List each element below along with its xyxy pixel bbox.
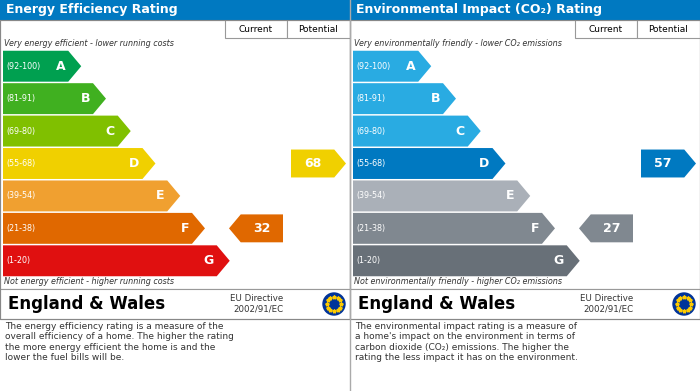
Text: C: C [106,125,115,138]
Text: Very environmentally friendly - lower CO₂ emissions: Very environmentally friendly - lower CO… [354,39,562,48]
Polygon shape [353,116,481,147]
Polygon shape [353,83,456,114]
Text: The environmental impact rating is a measure of
a home's impact on the environme: The environmental impact rating is a mea… [355,322,578,362]
Text: (39-54): (39-54) [356,192,385,201]
Text: The energy efficiency rating is a measure of the
overall efficiency of a home. T: The energy efficiency rating is a measur… [5,322,234,362]
Polygon shape [3,213,205,244]
Text: C: C [456,125,465,138]
Text: Potential: Potential [649,25,688,34]
Text: Very energy efficient - lower running costs: Very energy efficient - lower running co… [4,39,174,48]
Bar [0,20,350,289]
Text: E: E [505,189,514,203]
Text: (55-68): (55-68) [6,159,35,168]
Bar [350,20,700,319]
Text: 57: 57 [654,157,671,170]
Text: (92-100): (92-100) [356,62,391,71]
Bar [0,0,350,20]
Text: F: F [531,222,539,235]
Text: (69-80): (69-80) [356,127,385,136]
Text: (92-100): (92-100) [6,62,41,71]
Text: (55-68): (55-68) [356,159,385,168]
Text: E: E [155,189,164,203]
Text: England & Wales: England & Wales [8,295,165,313]
Text: (21-38): (21-38) [6,224,35,233]
Polygon shape [3,181,180,212]
Circle shape [673,293,695,315]
Text: (69-80): (69-80) [6,127,35,136]
Text: A: A [405,60,415,73]
Text: Current: Current [589,25,623,34]
Polygon shape [353,148,505,179]
Text: Energy Efficiency Rating: Energy Efficiency Rating [6,4,178,16]
Text: Not energy efficient - higher running costs: Not energy efficient - higher running co… [4,277,174,286]
Polygon shape [3,245,230,276]
Bar [637,20,700,38]
Text: D: D [130,157,139,170]
Polygon shape [291,149,346,178]
Bar [350,0,700,20]
Text: (81-91): (81-91) [356,94,385,103]
Text: 27: 27 [603,222,621,235]
Polygon shape [353,181,530,212]
Polygon shape [353,213,555,244]
Text: A: A [55,60,65,73]
Polygon shape [3,148,155,179]
Text: G: G [204,254,214,267]
Bar [575,20,637,38]
Polygon shape [3,51,81,82]
Bar [0,289,350,319]
Text: (1-20): (1-20) [6,256,30,265]
Bar [0,20,350,319]
Text: B: B [430,92,440,105]
Text: (1-20): (1-20) [356,256,380,265]
Text: Not environmentally friendly - higher CO₂ emissions: Not environmentally friendly - higher CO… [354,277,562,286]
Text: (21-38): (21-38) [356,224,385,233]
Bar [350,20,700,289]
Polygon shape [353,51,431,82]
Text: B: B [80,92,90,105]
Polygon shape [229,214,283,242]
Text: Potential: Potential [299,25,338,34]
Polygon shape [579,214,633,242]
Text: (81-91): (81-91) [6,94,35,103]
Text: EU Directive
2002/91/EC: EU Directive 2002/91/EC [580,294,633,314]
Text: 32: 32 [253,222,271,235]
Polygon shape [3,83,106,114]
Text: (39-54): (39-54) [6,192,35,201]
Polygon shape [353,245,580,276]
Bar [225,20,287,38]
Text: F: F [181,222,189,235]
Text: Environmental Impact (CO₂) Rating: Environmental Impact (CO₂) Rating [356,4,602,16]
Text: Current: Current [239,25,273,34]
Bar [350,289,700,319]
Text: 68: 68 [304,157,321,170]
Polygon shape [3,116,131,147]
Text: D: D [480,157,489,170]
Text: England & Wales: England & Wales [358,295,515,313]
Polygon shape [641,149,696,178]
Text: EU Directive
2002/91/EC: EU Directive 2002/91/EC [230,294,283,314]
Circle shape [323,293,345,315]
Text: G: G [554,254,564,267]
Bar [287,20,350,38]
